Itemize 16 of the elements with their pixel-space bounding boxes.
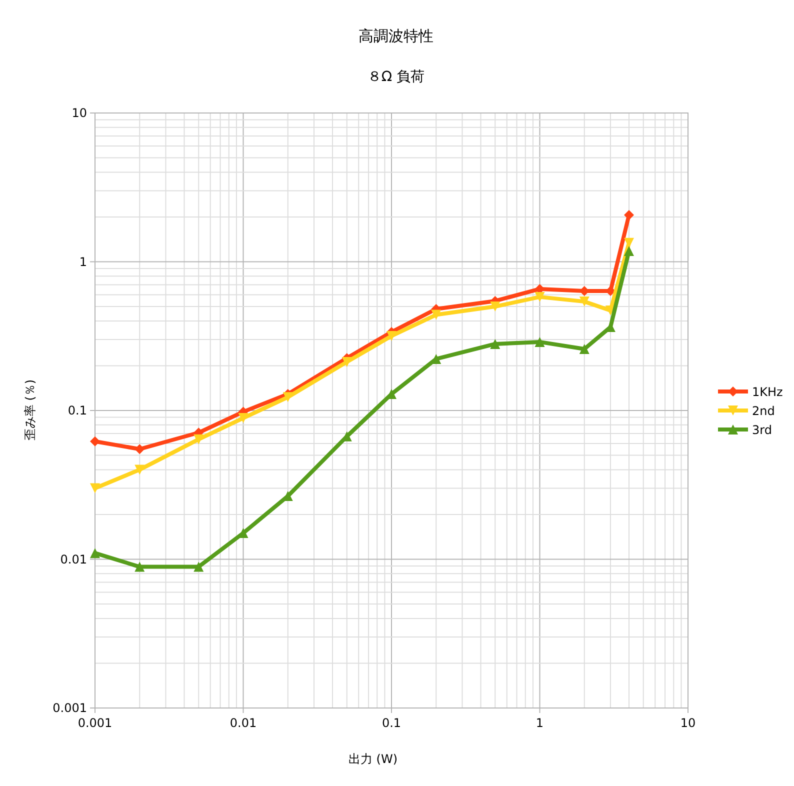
x-tick-label: 10: [680, 716, 696, 730]
chart-title: 高調波特性: [358, 27, 434, 45]
y-tick-label: 0.001: [52, 701, 87, 715]
x-tick-label: 1: [536, 716, 544, 730]
y-tick-label: 10: [72, 106, 87, 120]
chart-subtitle: ８Ω 負荷: [367, 69, 425, 85]
legend-label: 1KHz: [752, 385, 783, 399]
x-tick-label: 0.1: [382, 716, 402, 730]
y-tick-label: 0.01: [60, 552, 87, 566]
y-axis-title: 歪み率 (％): [23, 379, 37, 441]
y-tick-label: 1: [79, 254, 87, 269]
y-tick-label: 0.1: [68, 404, 87, 418]
legend-label: 3rd: [752, 423, 772, 437]
legend-label: 2nd: [752, 404, 775, 418]
x-axis-title: 出力 (W): [348, 752, 398, 766]
x-tick-label: 0.01: [230, 716, 257, 730]
